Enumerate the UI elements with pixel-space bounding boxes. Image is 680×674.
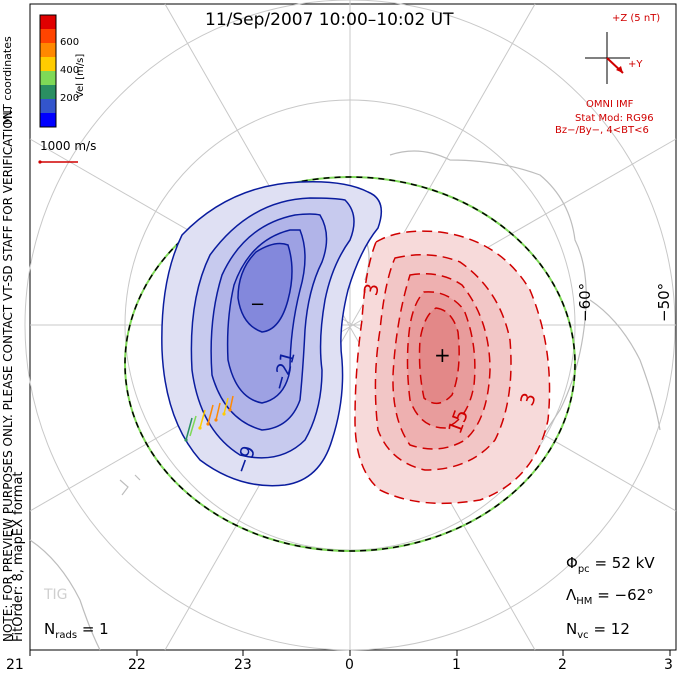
mlt-tick-0: 0 — [345, 657, 354, 673]
stat-nrads: Nrads = 1 — [44, 622, 109, 641]
stat-nrads-value: = 1 — [81, 620, 109, 638]
negative-potential-cell — [161, 180, 383, 487]
mlt-tick-22: 22 — [128, 657, 146, 673]
color-bar-segment — [40, 71, 56, 86]
velocity-scale-label: 1000 m/s — [40, 139, 97, 153]
color-bar-segment — [40, 15, 56, 30]
station-label: TIG — [44, 587, 68, 603]
color-bar-segment — [40, 29, 56, 44]
imf-z-label: +Z (5 nT) — [612, 13, 661, 24]
hm-boundary — [124, 176, 576, 552]
color-bar-segment — [40, 85, 56, 100]
imf-stat-mod: Stat Mod: RG96 — [575, 113, 654, 124]
lat-label-50: −50° — [655, 282, 673, 322]
mlt-tick-3: 3 — [664, 657, 673, 673]
color-bar-segment — [40, 113, 56, 128]
plot-frame — [29, 3, 677, 651]
stat-nrads-symbol: N — [44, 620, 56, 638]
stat-phi-pc-sub: pc — [577, 564, 590, 575]
lat-label-60: −60° — [576, 282, 594, 322]
imf-vector-head — [616, 66, 623, 73]
stat-lambda-sub: HM — [576, 596, 593, 607]
stat-nvc-value: = 12 — [593, 620, 630, 638]
color-bar-frame — [39, 14, 57, 128]
stat-lambda-value: = −62° — [597, 586, 654, 604]
color-bar — [40, 15, 56, 128]
pos-cell-center: + — [434, 343, 451, 367]
positive-potential-cell — [354, 230, 551, 505]
stat-lambda-symbol: Λ — [566, 586, 577, 604]
stat-nrads-sub: rads — [55, 630, 78, 641]
mlt-tick-1: 1 — [452, 657, 461, 673]
stat-phi-pc: Φpc = 52 kV — [566, 556, 655, 575]
color-bar-tick-600: 600 — [60, 37, 80, 48]
map-grid — [24, 0, 677, 651]
imf-y-label: +Y — [628, 59, 643, 70]
stat-nvc-sub: vc — [577, 630, 589, 641]
stat-phi-pc-symbol: Φ — [566, 554, 578, 572]
color-bar-tick-200: 200 — [60, 93, 80, 104]
stat-lambda-hm: ΛHM = −62° — [566, 588, 654, 607]
mlt-tick-21: 21 — [6, 657, 24, 673]
color-bar-tick-400: 400 — [60, 65, 80, 76]
neg-cell-center: − — [250, 294, 266, 315]
plot-title: 11/Sep/2007 10:00–10:02 UT — [205, 10, 454, 30]
stat-phi-pc-value: = 52 kV — [594, 554, 655, 572]
color-bar-segment — [40, 99, 56, 114]
velocity-scale-dot — [38, 160, 42, 164]
color-bar-segment — [40, 57, 56, 72]
imf-source: OMNI IMF — [586, 99, 634, 110]
stat-nvc-symbol: N — [566, 620, 578, 638]
velocity-vectors — [184, 395, 234, 442]
imf-stat-cond: Bz−/By−, 4<BT<6 — [555, 125, 649, 136]
mlt-axis-ticks — [29, 650, 671, 656]
mlt-tick-2: 2 — [558, 657, 567, 673]
stat-nvc: Nvc = 12 — [566, 622, 630, 641]
fit-order: FitOrder: 8, mapEX format — [11, 471, 26, 642]
color-bar-segment — [40, 43, 56, 58]
mlt-tick-23: 23 — [234, 657, 252, 673]
